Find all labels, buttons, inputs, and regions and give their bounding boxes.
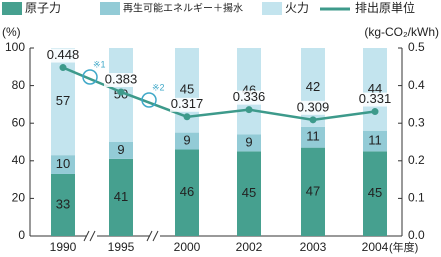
- bar-segment: [237, 134, 261, 152]
- annotation-circle: [82, 69, 98, 85]
- y-tick-label: 0: [18, 228, 25, 242]
- label-bg: [296, 100, 330, 115]
- bar-segment: [175, 132, 199, 150]
- y2-axis-label: (kg-CO₂/kWh): [364, 25, 439, 39]
- bar-value-label: 9: [117, 142, 124, 157]
- y2-tick-label: 0.3: [408, 115, 425, 129]
- annotation: ※1: [93, 59, 106, 69]
- bar-value-label: 11: [306, 129, 320, 144]
- break-mark: [89, 230, 96, 242]
- x-tick-label: 2000: [174, 240, 201, 254]
- legend-label: 排出原単位: [355, 0, 415, 15]
- break-mark: [83, 230, 90, 242]
- line-value-label: 0.336: [233, 89, 266, 104]
- y-tick-label: 60: [12, 115, 26, 129]
- y-tick-label: 80: [12, 78, 26, 92]
- bar-value-label: 45: [368, 185, 382, 200]
- bar-value-label: 41: [114, 189, 128, 204]
- legend-swatch: [100, 2, 120, 15]
- label-bg: [232, 90, 266, 105]
- bar-value-label: 11: [368, 132, 382, 147]
- y2-tick-label: 0.0: [408, 228, 425, 242]
- legend-label: 原子力: [25, 1, 61, 15]
- legend-swatch: [262, 2, 282, 15]
- bar-segment: [109, 142, 133, 159]
- y-tick-label: 40: [12, 153, 26, 167]
- line-value-label: 0.331: [359, 91, 392, 106]
- bar-value-label: 47: [306, 183, 320, 198]
- y-tick-label: 100: [5, 40, 25, 54]
- x-tick-label: 1995: [108, 240, 135, 254]
- annotation-circle: [141, 92, 157, 108]
- label-bg: [46, 48, 80, 63]
- break-mark: [146, 230, 153, 242]
- line-point: [183, 113, 191, 121]
- bar-value-label: 57: [56, 93, 70, 108]
- bar-value-label: 42: [306, 79, 320, 94]
- y-axis-label: (%): [2, 25, 21, 39]
- bar-segment: [109, 158, 133, 236]
- line-point: [309, 116, 317, 124]
- legend-label: 火力: [285, 1, 309, 15]
- bar-segment: [51, 155, 75, 174]
- bar-segment: [51, 173, 75, 236]
- bar-segment: [363, 48, 387, 131]
- y2-tick-label: 0.4: [408, 78, 425, 92]
- y2-tick-label: 0.5: [408, 40, 425, 54]
- bar-value-label: 9: [183, 132, 190, 147]
- line-value-label: 0.309: [297, 99, 330, 114]
- bar-segment: [175, 149, 199, 236]
- legend-swatch: [2, 2, 22, 15]
- bar-value-label: 45: [180, 82, 194, 97]
- bar-value-label: 46: [180, 184, 194, 199]
- bar-value-label: 45: [242, 185, 256, 200]
- bar-segment: [363, 151, 387, 236]
- x-tick-label: 1990: [50, 240, 77, 254]
- bar-value-label: 9: [245, 134, 252, 149]
- line-value-label: 0.317: [171, 96, 204, 111]
- x-tick-label: 2003: [300, 240, 327, 254]
- line-value-label: 0.448: [47, 47, 80, 62]
- line-point: [371, 108, 379, 116]
- label-bg: [170, 97, 204, 112]
- x-tick-label: 2004: [362, 240, 389, 254]
- x-unit: (年度): [389, 240, 418, 254]
- line-point: [59, 64, 67, 72]
- line-value-label: 0.383: [105, 71, 138, 86]
- bar-segment: [237, 151, 261, 236]
- y2-tick-label: 0.2: [408, 153, 425, 167]
- x-tick-label: 2002: [236, 240, 263, 254]
- bar-segment: [301, 126, 325, 148]
- label-bg: [104, 72, 138, 87]
- bar-segment: [301, 147, 325, 236]
- line-point: [245, 106, 253, 114]
- y2-tick-label: 0.1: [408, 191, 425, 205]
- bar-value-label: 44: [368, 81, 382, 96]
- line-point: [117, 88, 125, 96]
- bar-value-label: 33: [56, 196, 70, 211]
- line: [62, 66, 376, 122]
- bar-value-label: 10: [56, 156, 70, 171]
- break-mark: [152, 230, 159, 242]
- annotation: ※2: [152, 82, 165, 92]
- label-bg: [358, 92, 392, 107]
- bar-segment: [363, 130, 387, 152]
- legend-label: 再生可能エネルギー＋揚水: [123, 2, 243, 15]
- y-tick-label: 20: [12, 191, 26, 205]
